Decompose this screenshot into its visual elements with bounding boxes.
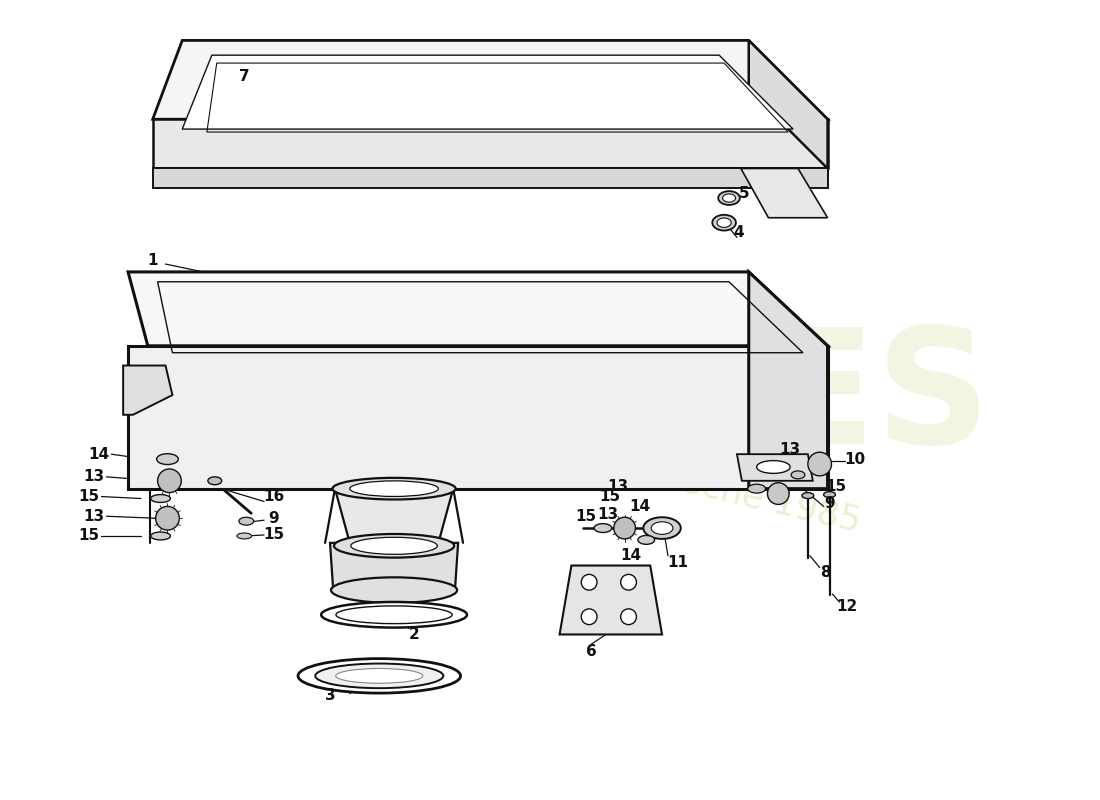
Text: 13: 13 [82,509,104,524]
Ellipse shape [651,522,673,534]
Ellipse shape [644,518,681,539]
Ellipse shape [824,492,835,498]
Text: 1: 1 [147,253,158,268]
Ellipse shape [594,524,612,533]
Ellipse shape [316,663,443,688]
Ellipse shape [332,478,455,499]
Text: 13: 13 [780,442,801,457]
Circle shape [620,609,637,625]
Text: 6: 6 [585,644,596,658]
Text: 9: 9 [268,510,279,526]
Text: 11: 11 [668,555,689,570]
Text: 14: 14 [88,446,109,462]
Text: 7: 7 [239,70,250,84]
Text: 15: 15 [575,509,597,524]
Polygon shape [153,119,827,169]
Polygon shape [128,346,827,489]
Text: 4: 4 [734,225,745,240]
Text: 14: 14 [629,499,650,514]
Ellipse shape [331,578,458,603]
Polygon shape [749,41,827,169]
Text: 5: 5 [738,186,749,201]
Text: 15: 15 [78,489,99,504]
Text: 15: 15 [600,489,620,504]
Text: 8: 8 [821,565,830,580]
Text: 9: 9 [824,496,835,511]
Ellipse shape [334,534,454,558]
Ellipse shape [350,481,439,497]
Ellipse shape [757,461,790,474]
Ellipse shape [638,535,654,544]
Ellipse shape [151,532,170,540]
Text: 12: 12 [837,599,858,614]
Ellipse shape [298,658,461,693]
Polygon shape [153,41,827,119]
Text: 3: 3 [324,688,336,703]
Text: 15: 15 [825,479,846,494]
Polygon shape [560,566,662,634]
Circle shape [581,609,597,625]
Polygon shape [183,55,793,129]
Circle shape [807,452,832,476]
Circle shape [768,482,789,505]
Ellipse shape [351,538,438,554]
Ellipse shape [236,533,252,539]
Text: 15: 15 [263,527,285,542]
Polygon shape [737,454,813,481]
Polygon shape [749,272,827,489]
Circle shape [581,574,597,590]
Text: 10: 10 [845,452,866,466]
Ellipse shape [336,669,422,683]
Ellipse shape [748,484,766,493]
Polygon shape [330,543,458,587]
Ellipse shape [151,494,170,502]
Ellipse shape [713,214,736,230]
Text: 16: 16 [263,489,285,504]
Text: 13: 13 [597,506,618,522]
Ellipse shape [336,606,452,624]
Polygon shape [128,272,827,346]
Polygon shape [336,489,453,543]
Ellipse shape [791,471,805,479]
Text: 13: 13 [82,470,104,484]
Ellipse shape [718,191,740,205]
Ellipse shape [802,493,814,498]
Polygon shape [741,169,827,218]
Polygon shape [123,366,173,414]
Ellipse shape [717,218,732,227]
Circle shape [157,469,182,493]
Text: a passion for Porsche 1985: a passion for Porsche 1985 [397,399,864,538]
Text: EUROPES: EUROPES [152,322,991,478]
Text: 14: 14 [620,548,641,563]
Ellipse shape [321,602,468,627]
Circle shape [156,506,179,530]
Ellipse shape [723,194,736,202]
Ellipse shape [208,477,222,485]
Text: 2: 2 [408,627,419,642]
Text: 15: 15 [78,529,99,543]
Ellipse shape [156,454,178,465]
Circle shape [620,574,637,590]
Text: 13: 13 [607,479,628,494]
Polygon shape [153,169,827,188]
Circle shape [614,518,636,539]
Ellipse shape [239,518,254,525]
